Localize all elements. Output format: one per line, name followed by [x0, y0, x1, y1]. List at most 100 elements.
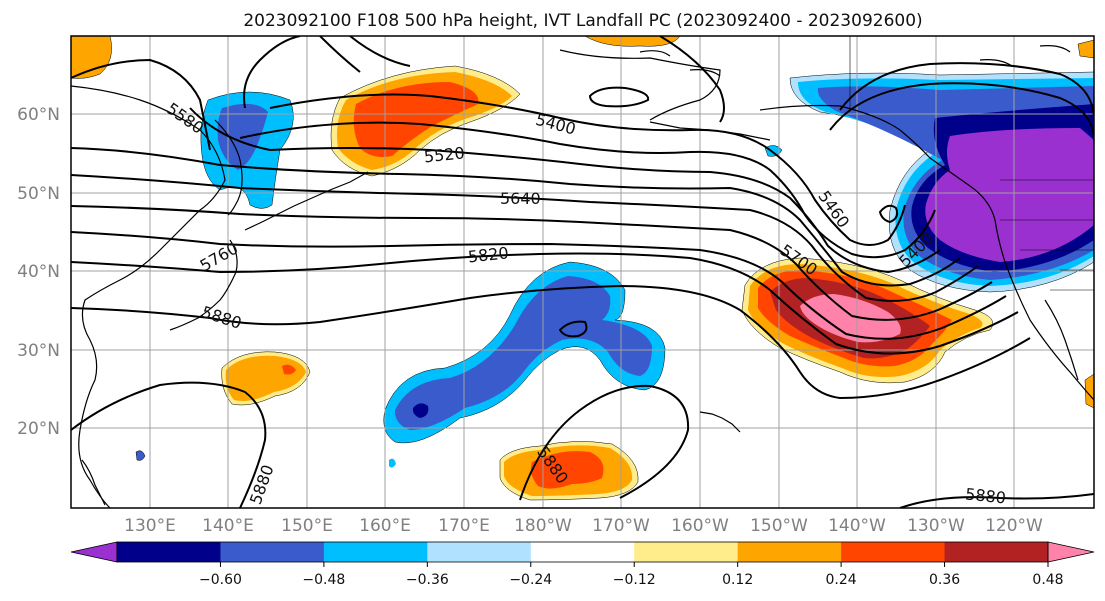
- contour-low-nw: [878, 204, 899, 224]
- contour-5400: [269, 93, 906, 246]
- lon-label-130w: 130°W: [907, 516, 965, 536]
- shade-orange-top: [584, 36, 681, 47]
- contour-5700: [71, 205, 993, 321]
- height-contours: [71, 36, 1094, 508]
- colorbar-tick-label: −0.24: [509, 572, 552, 588]
- contour-label-5880-southeast: 5880: [964, 484, 1006, 507]
- lon-label-150w: 150°W: [750, 516, 808, 536]
- shade-orange-red: [282, 364, 296, 375]
- contour-5880-sw: [71, 381, 267, 508]
- colorbar-bin: [944, 542, 1049, 562]
- colorbar-tick-label: 0.24: [826, 572, 857, 588]
- colorbar-tick-label: 0.48: [1032, 572, 1063, 588]
- coastlines: [71, 36, 1094, 508]
- map-panel: 5580 5520 5400 5640 5760 5820 5880 5880 …: [70, 35, 1095, 509]
- lon-label-170w: 170°W: [592, 516, 650, 536]
- contour-alaska-loop: [659, 36, 725, 123]
- colorbar-tick-label: 0.36: [929, 572, 960, 588]
- colorbar-tick-label: −0.60: [199, 572, 242, 588]
- coast-kamchatka: [214, 119, 243, 216]
- shade-royal-blue-islet: [135, 450, 146, 461]
- shade-navy: [412, 403, 429, 418]
- colorbar-bin: [323, 542, 428, 562]
- coast-asia: [71, 85, 226, 508]
- shade-purple: [925, 128, 1094, 262]
- lat-label-50n: 50°N: [17, 184, 60, 204]
- shade-pink: [800, 294, 901, 343]
- contour-5400-n: [71, 58, 211, 151]
- lon-label-160e: 160°E: [359, 516, 411, 536]
- contour-5520: [189, 107, 941, 274]
- lon-label-170e: 170°E: [438, 516, 490, 536]
- colorbar-bin: [737, 542, 842, 562]
- contour-small-loop: [558, 320, 588, 338]
- shade-deep-sky-islet: [389, 458, 396, 468]
- longitude-labels: 130°E 140°E 150°E 160°E 170°E 180°W 170°…: [124, 516, 1043, 536]
- ivt-pos-region-south-central: [499, 441, 639, 501]
- shade-royal-blue: [394, 276, 652, 430]
- colorbar-tick-label: −0.48: [302, 572, 345, 588]
- ivt-neg-region-northeast: [764, 71, 1094, 293]
- shade-orange-right: [1077, 39, 1094, 59]
- coast-alaska-south: [759, 104, 1094, 401]
- colorbar-extend-high: [1047, 541, 1095, 563]
- colorbar-bin: [841, 542, 946, 562]
- contour-5400-ne: [243, 36, 301, 109]
- lat-label-40n: 40°N: [17, 262, 60, 282]
- contour-5640: [71, 174, 979, 302]
- shade-orange-red: [530, 451, 604, 489]
- colorbar-bin: [530, 542, 635, 562]
- coast-north-islands: [639, 45, 1071, 77]
- colorbar-bin: [220, 542, 325, 562]
- coast-philippines: [81, 459, 106, 506]
- contour-label-5520: 5520: [423, 143, 465, 166]
- colorbar-extend-low: [70, 541, 118, 563]
- lon-label-150e: 150°E: [281, 516, 333, 536]
- lon-label-120w: 120°W: [985, 516, 1043, 536]
- shade-light-sky-islet: [764, 145, 783, 157]
- contour-5820: [71, 252, 1019, 355]
- state-borders: [849, 36, 1094, 291]
- lon-label-140e: 140°E: [202, 516, 254, 536]
- coast-hawaii: [699, 411, 741, 433]
- contour-ring-bc: [839, 62, 1094, 121]
- contour-5760: [71, 231, 1007, 340]
- colorbar-tick-label: −0.36: [406, 572, 449, 588]
- lon-label-140w: 140°W: [828, 516, 886, 536]
- shade-orange-coast: [1084, 373, 1094, 409]
- contour-5580: [71, 147, 961, 287]
- colorbar-bin: [117, 542, 221, 562]
- colorbar: −0.60 −0.48 −0.36 −0.24 −0.12 0.12 0.24 0.36 0.4…: [70, 541, 1095, 588]
- ivt-pos-region-corner: [71, 36, 1094, 79]
- contour-label-5820: 5820: [467, 243, 509, 266]
- contour-5400-center: [319, 36, 411, 73]
- latitude-labels: 60°N 50°N 40°N 30°N 20°N: [17, 105, 60, 439]
- colorbar-bin: [634, 542, 739, 562]
- contour-ring-bc2: [829, 82, 1094, 141]
- colorbar-frame: [116, 541, 1049, 563]
- colorbar-tick-label: −0.12: [613, 572, 656, 588]
- contour-5880-se: [899, 493, 1094, 508]
- coast-kuril: [244, 171, 369, 231]
- lat-label-30n: 30°N: [17, 341, 60, 361]
- coast-alaska-west: [559, 49, 721, 121]
- contour-low-alaska: [588, 86, 650, 108]
- coast-baja: [1044, 299, 1079, 381]
- lat-label-60n: 60°N: [17, 105, 60, 125]
- map-title: 2023092100 F108 500 hPa height, IVT Land…: [243, 11, 922, 31]
- contour-5460: [239, 121, 936, 259]
- lon-label-180w: 180°W: [514, 516, 572, 536]
- lat-label-20n: 20°N: [17, 419, 60, 439]
- ivt-neg-region-central: [135, 261, 666, 468]
- colorbar-bin: [427, 542, 532, 562]
- shade-orange: [71, 36, 112, 79]
- lon-label-160w: 160°W: [671, 516, 729, 536]
- lon-label-130e: 130°E: [124, 516, 176, 536]
- coast-japan: [169, 239, 238, 331]
- contour-5880-main: [71, 284, 1031, 400]
- colorbar-tick-label: 0.12: [722, 572, 753, 588]
- map-frame: [70, 35, 1095, 509]
- contour-label-5640: 5640: [500, 189, 541, 208]
- contour-5880-sc: [519, 384, 690, 501]
